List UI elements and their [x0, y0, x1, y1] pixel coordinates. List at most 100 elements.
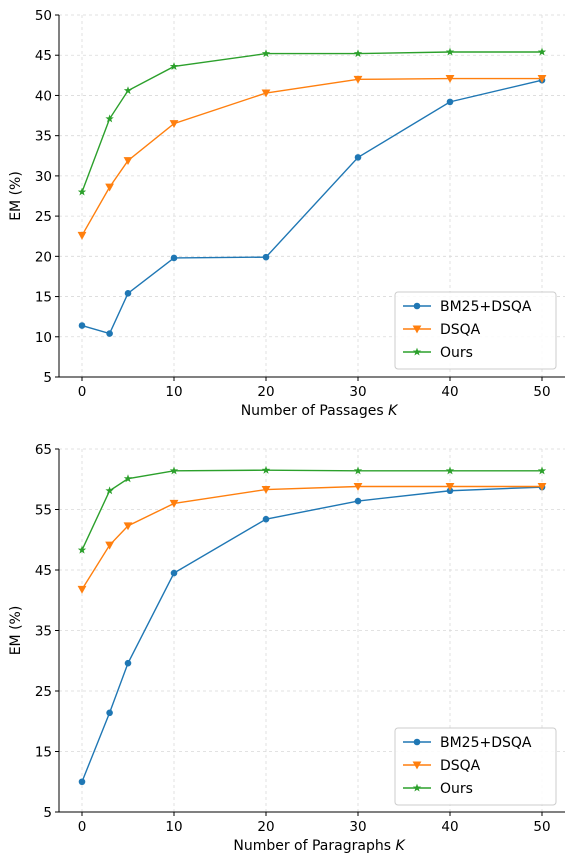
y-tick-label: 15 [35, 745, 52, 761]
data-point [262, 253, 270, 261]
data-point [106, 709, 113, 717]
data-point [353, 49, 363, 58]
y-tick-label: 25 [35, 209, 52, 225]
y-tick-label: 35 [35, 624, 52, 640]
legend: BM25+DSQA DSQA Ours [394, 727, 557, 806]
data-point [105, 183, 114, 192]
data-point [169, 466, 179, 475]
data-point [537, 466, 547, 475]
chart-panel-top: 0 10 20 30 40 50 5 10 15 20 25 30 35 40 45 50 Number of … [8, 8, 565, 419]
data-point [105, 541, 114, 550]
data-point [262, 515, 270, 523]
data-point [445, 75, 455, 83]
data-point [106, 330, 113, 337]
y-tick-label: 5 [43, 805, 52, 821]
data-point [169, 62, 179, 71]
legend-label: DSQA [440, 758, 481, 774]
series-line [81, 469, 542, 551]
x-axis-label: Number of Passages K [241, 403, 399, 419]
y-tick-label: 10 [35, 330, 52, 346]
data-point [446, 98, 454, 106]
legend-label: DSQA [440, 322, 481, 338]
series-dsqa [77, 75, 547, 240]
chart-panel-bottom: 0 10 20 30 40 50 5 15 25 35 45 55 65 Number of Paragr… [8, 442, 565, 854]
series-line [81, 77, 542, 236]
legend-box [394, 291, 557, 370]
legend-marker [412, 325, 422, 334]
data-point [169, 120, 179, 128]
data-point [170, 569, 178, 577]
data-point [78, 322, 86, 329]
x-tick-label: 20 [257, 819, 274, 835]
legend-marker [412, 347, 422, 356]
data-point [537, 47, 547, 56]
data-point [353, 75, 363, 84]
data-point [354, 497, 362, 505]
data-point [77, 187, 87, 196]
y-tick-label: 25 [35, 684, 52, 700]
legend: BM25+DSQA DSQA Ours [394, 291, 557, 370]
x-tick-label: 40 [441, 819, 458, 835]
series-line [81, 486, 543, 783]
y-tick-label: 15 [35, 290, 52, 306]
y-tick-label: 5 [43, 370, 52, 386]
legend-label: BM25+DSQA [440, 735, 532, 751]
data-point [123, 86, 133, 95]
series-line [81, 79, 543, 335]
x-tick-label: 0 [78, 384, 87, 400]
legend-label: BM25+DSQA [440, 299, 532, 315]
y-tick-label: 55 [35, 503, 52, 519]
y-tick-label: 45 [35, 563, 52, 579]
legend-box [394, 727, 557, 806]
data-point [105, 486, 114, 495]
data-point [353, 466, 363, 475]
legend-label: Ours [440, 345, 473, 361]
data-point [169, 499, 179, 508]
y-tick-label: 50 [35, 8, 52, 24]
x-tick-label: 20 [257, 384, 274, 400]
series-line [81, 51, 542, 193]
legend-label: Ours [440, 781, 473, 797]
x-tick-label: 40 [441, 384, 458, 400]
data-point [537, 482, 547, 491]
data-point [445, 482, 455, 491]
legend-marker [413, 738, 421, 746]
x-tick-label: 10 [165, 384, 182, 400]
x-tick-label: 50 [533, 384, 550, 400]
data-point [170, 254, 178, 262]
data-point [77, 585, 87, 594]
data-point [261, 486, 271, 494]
x-tick-label: 0 [78, 819, 87, 835]
data-point [77, 545, 87, 554]
series-ours [77, 465, 547, 554]
data-point [354, 154, 362, 161]
x-tick-label: 50 [533, 819, 550, 835]
data-point [105, 114, 114, 123]
data-point [445, 47, 455, 56]
data-point [77, 231, 87, 240]
legend-marker [412, 761, 422, 770]
series-dsqa [77, 482, 547, 594]
data-point [261, 465, 271, 474]
x-tick-label: 30 [349, 819, 366, 835]
data-point [353, 482, 363, 491]
data-point [261, 89, 271, 98]
legend-marker [413, 302, 421, 310]
series-line [81, 485, 542, 590]
data-point [124, 290, 132, 297]
y-tick-label: 30 [35, 169, 52, 185]
data-point [123, 157, 133, 166]
y-tick-label: 35 [35, 129, 52, 145]
legend-marker [412, 783, 422, 792]
y-tick-label: 40 [35, 88, 52, 104]
y-axis-label: EM (%) [8, 171, 24, 221]
series-ours [77, 47, 547, 196]
data-point [123, 474, 133, 483]
data-point [124, 659, 132, 667]
data-point [261, 49, 271, 58]
data-point [78, 778, 86, 786]
data-point [537, 75, 547, 83]
x-tick-label: 30 [349, 384, 366, 400]
data-point [123, 522, 133, 531]
